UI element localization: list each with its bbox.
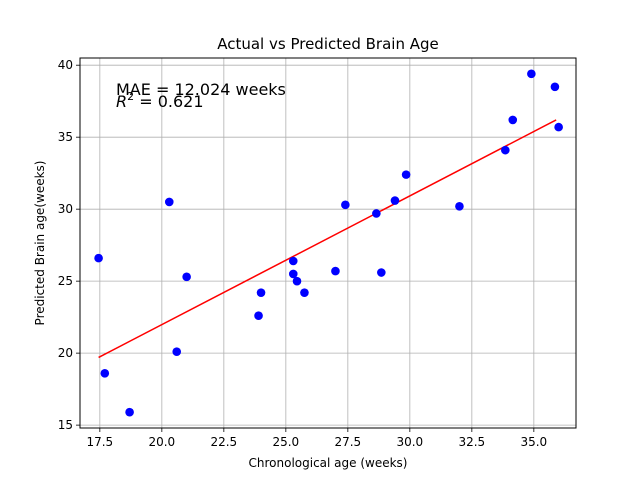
data-point	[172, 347, 182, 356]
data-point	[554, 122, 563, 132]
data-point	[401, 170, 411, 179]
plot-area	[80, 58, 576, 428]
x-tick-label: 30.0	[396, 435, 423, 449]
r2-symbol: R	[116, 92, 127, 111]
data-point	[125, 407, 134, 417]
y-tick-label: 20	[58, 346, 73, 360]
data-point	[455, 201, 464, 211]
x-tick-label: 32.5	[458, 435, 485, 449]
data-point	[300, 288, 309, 297]
y-axis-ticks: 15 20 25 30 35 40	[58, 58, 80, 432]
regression-line	[98, 119, 557, 359]
x-tick-label: 35.0	[520, 435, 547, 449]
chart-title: Actual vs Predicted Brain Age	[217, 35, 439, 53]
y-tick-label: 15	[58, 418, 73, 432]
data-point	[288, 269, 298, 279]
data-point	[182, 272, 191, 282]
data-point	[372, 209, 381, 218]
data-point	[331, 266, 340, 276]
x-tick-label: 17.5	[86, 435, 113, 449]
data-point	[341, 200, 350, 210]
plot-frame	[79, 57, 577, 429]
data-point	[527, 69, 536, 79]
x-axis-ticks: 17.5 20.0 22.5 25.0 27.5 30.0 32.5 35.0	[86, 428, 547, 449]
data-point	[508, 115, 518, 125]
y-tick-label: 30	[58, 202, 73, 216]
data-point	[292, 276, 302, 286]
data-point	[100, 368, 110, 378]
x-tick-label: 25.0	[272, 435, 299, 449]
regression-line-layer	[98, 119, 557, 359]
y-tick-label: 35	[58, 130, 73, 144]
mae-annotation: MAE = 12.024 weeks	[116, 80, 286, 99]
x-tick-label: 27.5	[334, 435, 361, 449]
data-point	[550, 82, 560, 92]
x-tick-label: 20.0	[148, 435, 175, 449]
x-axis-label: Chronological age (weeks)	[249, 456, 408, 470]
data-point	[254, 311, 263, 321]
data-point	[377, 268, 386, 277]
data-point	[501, 145, 510, 155]
data-point	[390, 196, 400, 205]
r2-superscript: 2	[127, 90, 134, 103]
data-point	[288, 256, 298, 266]
data-points	[94, 69, 563, 417]
r2-value: = 0.621	[134, 92, 203, 111]
data-point	[164, 197, 174, 207]
data-point	[256, 288, 266, 297]
y-tick-label: 25	[58, 274, 73, 288]
y-tick-label: 40	[58, 58, 73, 72]
data-point	[94, 253, 103, 263]
y-axis-label: Predicted Brain age(weeks)	[33, 161, 47, 326]
x-tick-label: 22.5	[210, 435, 237, 449]
r2-annotation: R2 = 0.621	[116, 90, 204, 111]
grid	[80, 58, 576, 428]
